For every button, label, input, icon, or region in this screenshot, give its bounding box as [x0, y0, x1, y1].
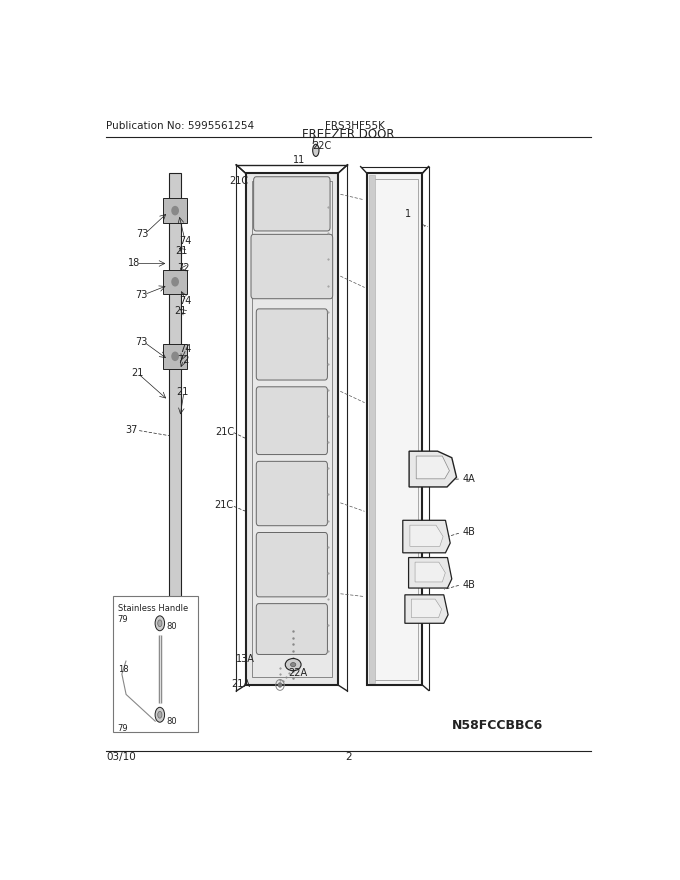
Ellipse shape [155, 616, 165, 631]
Text: 21: 21 [175, 306, 187, 316]
Circle shape [172, 207, 178, 215]
Bar [369, 175, 375, 683]
Text: 74: 74 [179, 344, 191, 354]
Bar [367, 173, 422, 685]
Text: 11: 11 [292, 156, 305, 165]
Text: 03/10: 03/10 [106, 752, 136, 762]
Bar [114, 596, 198, 731]
Text: 21C: 21C [214, 501, 233, 510]
Text: Stainless Handle: Stainless Handle [118, 605, 188, 613]
Text: Publication No: 5995561254: Publication No: 5995561254 [106, 121, 254, 131]
Circle shape [172, 352, 178, 361]
FancyBboxPatch shape [256, 387, 327, 455]
Polygon shape [403, 520, 450, 553]
Bar [163, 269, 187, 294]
Text: 79: 79 [118, 724, 129, 733]
Ellipse shape [155, 708, 165, 722]
Text: 13A: 13A [236, 654, 255, 664]
FancyBboxPatch shape [256, 604, 327, 655]
FancyBboxPatch shape [256, 461, 327, 525]
Polygon shape [410, 525, 443, 546]
Text: 22C: 22C [313, 141, 332, 150]
Text: 73: 73 [135, 290, 148, 300]
Polygon shape [409, 451, 456, 487]
Text: 21C: 21C [216, 427, 235, 436]
Text: FRS3HF55K: FRS3HF55K [325, 121, 385, 131]
Text: 37: 37 [125, 425, 137, 436]
Text: FREEZER DOOR: FREEZER DOOR [302, 128, 395, 141]
FancyBboxPatch shape [254, 177, 330, 231]
FancyBboxPatch shape [256, 309, 327, 380]
Text: 18: 18 [118, 664, 129, 673]
Text: 72: 72 [177, 355, 189, 364]
Text: 21A: 21A [231, 679, 250, 689]
Circle shape [278, 683, 282, 687]
Text: 18: 18 [129, 259, 141, 268]
Bar [163, 344, 187, 369]
Polygon shape [245, 173, 338, 685]
Text: 73: 73 [135, 337, 148, 347]
Text: 4B: 4B [462, 527, 475, 538]
Text: 4B: 4B [462, 580, 475, 590]
Ellipse shape [290, 663, 296, 667]
Polygon shape [409, 558, 452, 588]
Ellipse shape [158, 620, 162, 627]
Text: 2: 2 [345, 752, 352, 762]
Text: 21: 21 [176, 386, 188, 397]
Text: 79: 79 [118, 615, 129, 625]
Text: 4A: 4A [462, 474, 475, 484]
Text: 72: 72 [177, 263, 189, 273]
Text: 80: 80 [166, 622, 177, 631]
Text: 21: 21 [175, 246, 188, 255]
Ellipse shape [286, 658, 301, 671]
Bar [169, 173, 181, 685]
Polygon shape [416, 456, 449, 479]
Ellipse shape [313, 144, 319, 157]
Text: 74: 74 [179, 297, 191, 306]
Text: 1: 1 [405, 209, 411, 219]
Bar [371, 179, 418, 679]
Bar [252, 181, 332, 677]
Text: 73: 73 [137, 229, 149, 238]
FancyBboxPatch shape [251, 234, 333, 298]
Text: 74: 74 [179, 236, 191, 246]
Text: 21C: 21C [229, 176, 248, 186]
FancyBboxPatch shape [256, 532, 327, 597]
Circle shape [172, 278, 178, 286]
Polygon shape [411, 599, 441, 618]
Text: 22A: 22A [288, 668, 307, 678]
Polygon shape [415, 562, 445, 582]
Text: N58FCCBBC6: N58FCCBBC6 [452, 719, 543, 732]
Text: 21: 21 [131, 368, 143, 378]
Polygon shape [405, 595, 448, 623]
Text: 80: 80 [166, 717, 177, 726]
Ellipse shape [158, 711, 162, 718]
Bar [163, 198, 187, 223]
